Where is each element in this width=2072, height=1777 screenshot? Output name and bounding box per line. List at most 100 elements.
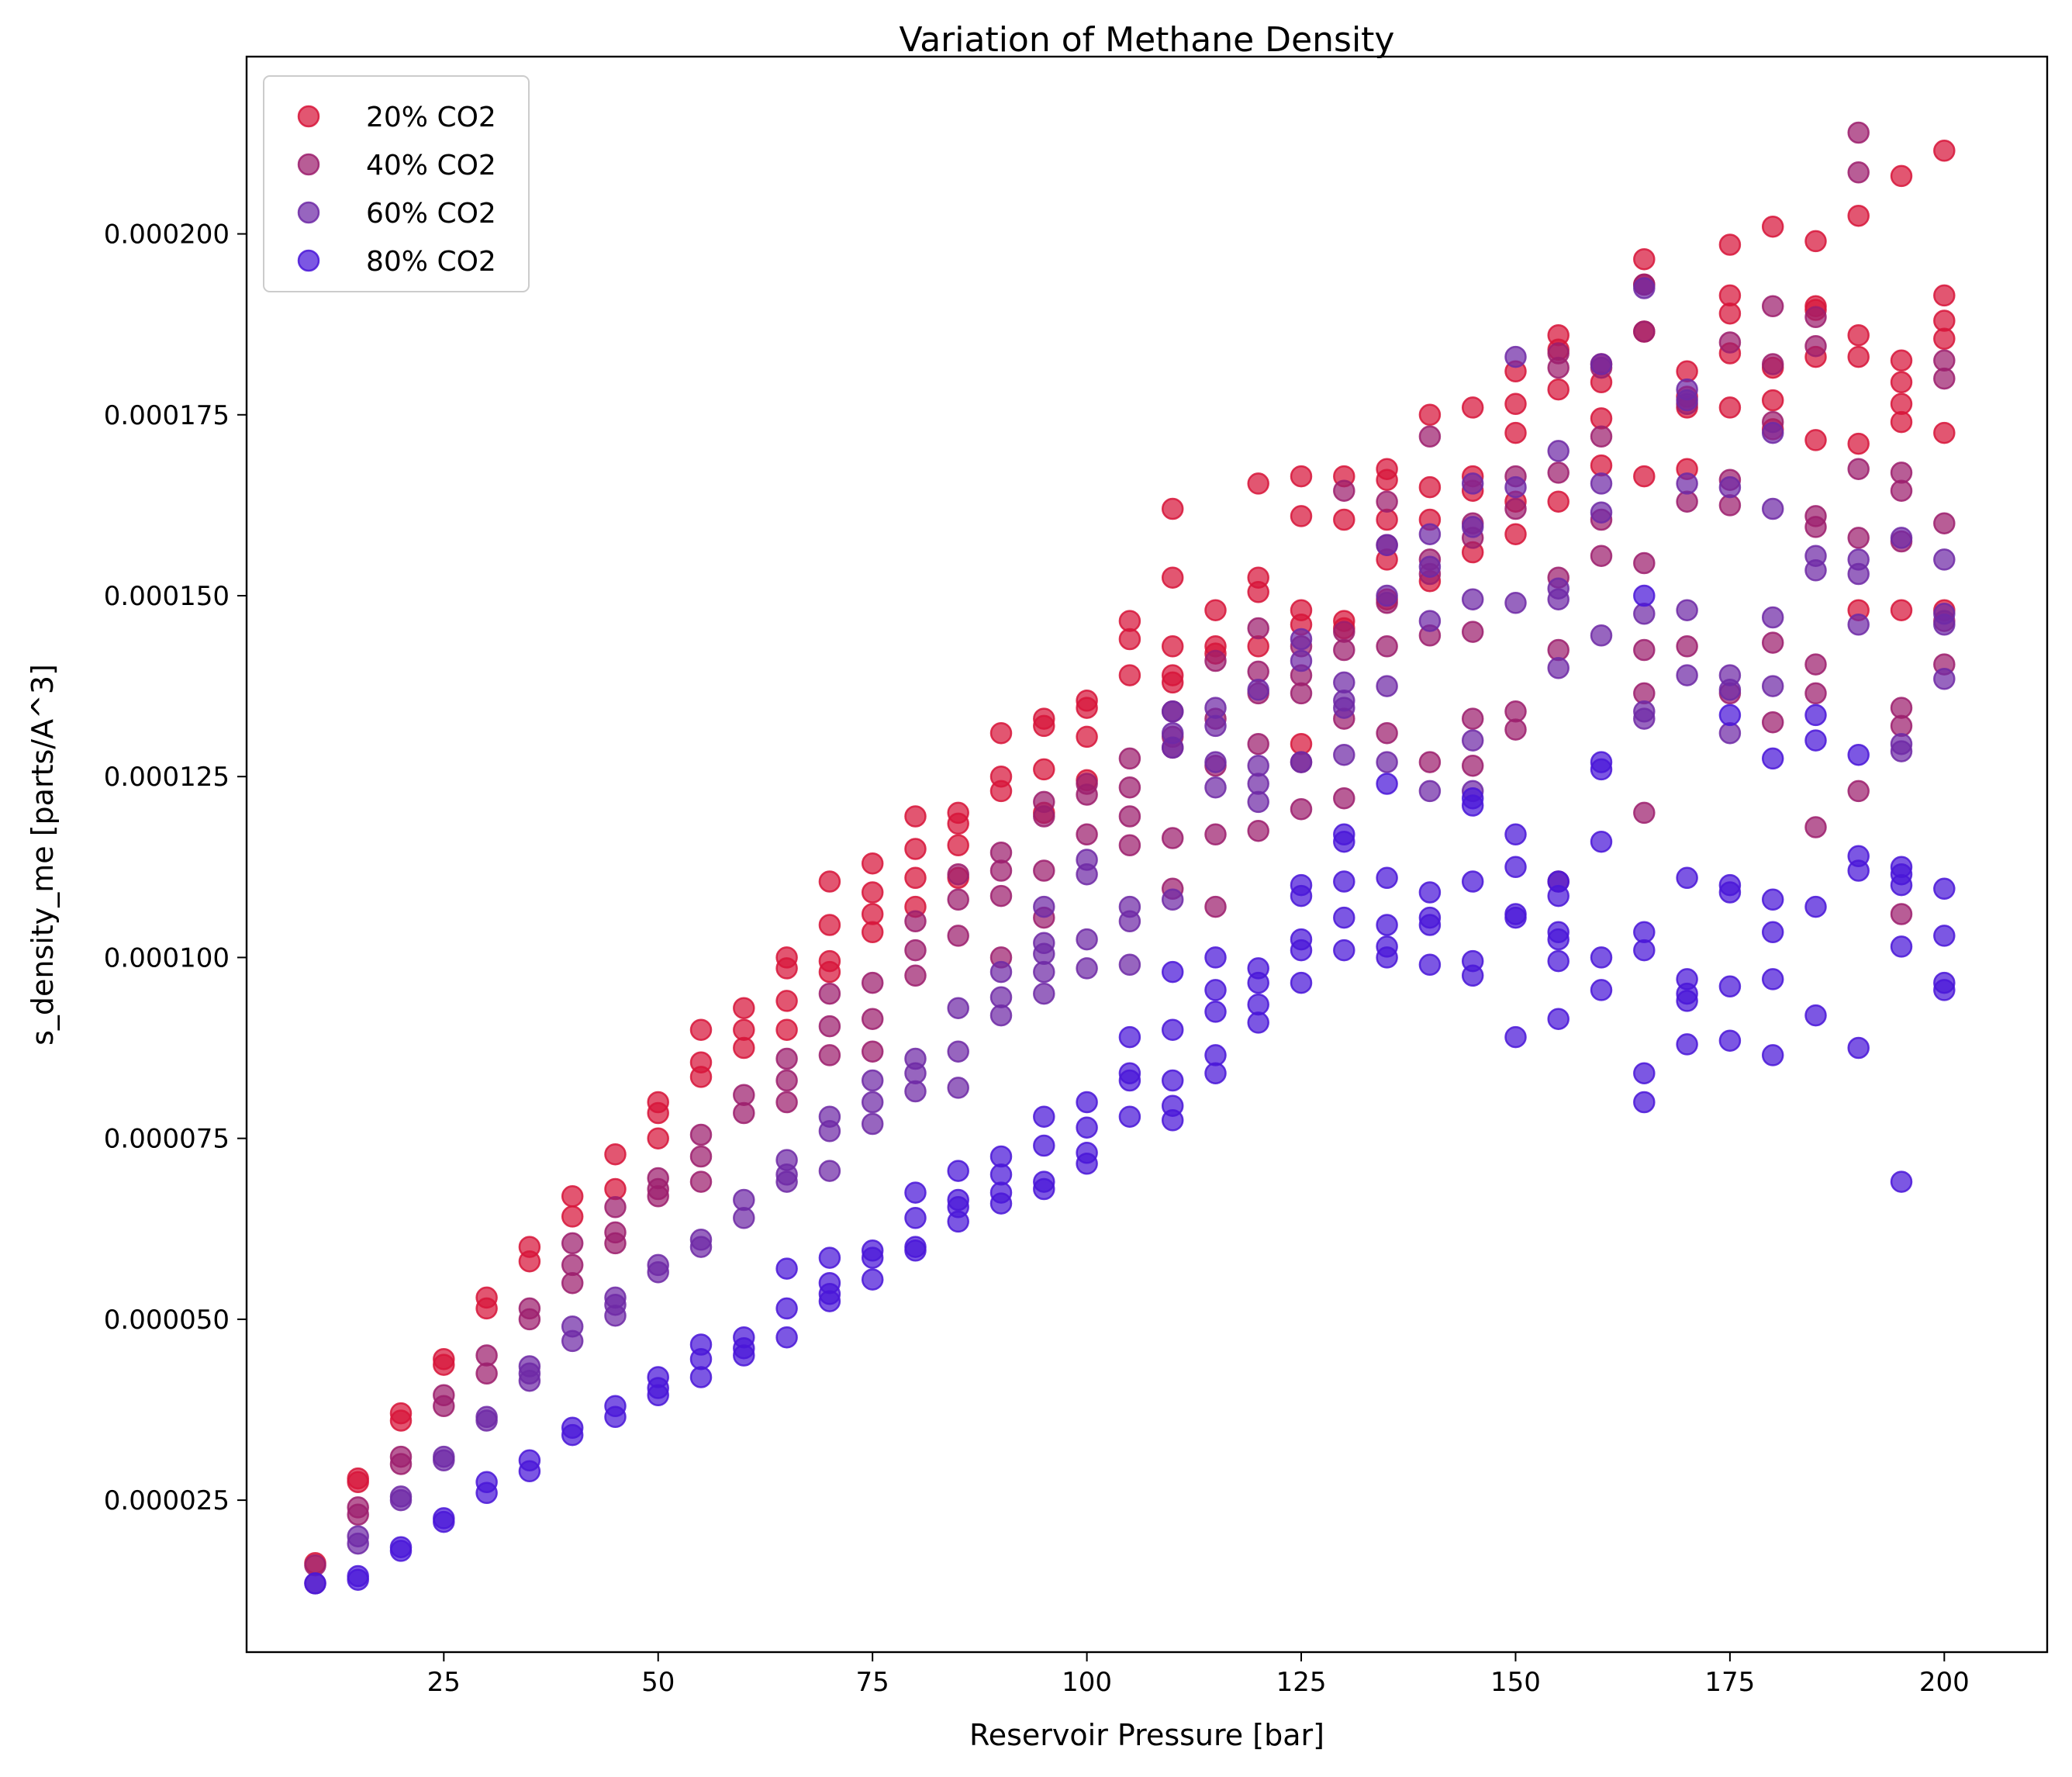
data-point: [861, 1246, 884, 1269]
data-point: [989, 960, 1013, 984]
data-point: [1118, 610, 1141, 632]
data-point: [1676, 599, 1698, 621]
data-point: [1033, 1134, 1055, 1157]
data-point: [989, 859, 1013, 882]
y-tick-label: 0.000200: [104, 220, 230, 251]
data-point: [689, 1123, 713, 1146]
data-point: [1333, 621, 1355, 643]
data-point: [733, 997, 755, 1019]
data-point: [1718, 881, 1742, 904]
data-point: [818, 982, 841, 1005]
data-point: [1761, 353, 1784, 375]
data-point: [947, 834, 969, 857]
data-point: [561, 1329, 584, 1353]
data-point: [1076, 783, 1098, 806]
data-point: [475, 1297, 498, 1320]
data-point: [989, 780, 1013, 803]
data-point: [1204, 895, 1227, 918]
data-point: [1890, 1170, 1913, 1193]
data-point: [1547, 1008, 1570, 1030]
data-point: [1761, 1044, 1784, 1067]
data-point: [1804, 895, 1827, 918]
data-point: [1933, 668, 1956, 690]
data-point: [1676, 866, 1698, 890]
data-point: [1118, 834, 1141, 857]
data-point: [947, 812, 969, 835]
data-point: [1547, 588, 1570, 610]
data-point: [1633, 277, 1656, 299]
data-point: [1204, 776, 1227, 799]
data-point: [1504, 906, 1527, 929]
data-point: [1290, 682, 1313, 705]
data-point: [947, 1160, 969, 1182]
data-point: [1333, 830, 1355, 853]
data-point: [647, 1101, 669, 1125]
data-point: [861, 971, 884, 994]
data-point: [1933, 548, 1956, 571]
data-point: [518, 1250, 541, 1273]
data-point: [604, 1143, 627, 1166]
data-point: [775, 1170, 798, 1193]
data-point: [818, 1015, 841, 1038]
data-point: [1076, 863, 1098, 886]
data-point: [1761, 747, 1784, 770]
data-point: [1761, 421, 1784, 444]
data-point: [1933, 512, 1956, 534]
data-point: [818, 1120, 841, 1143]
data-point: [1118, 1025, 1141, 1049]
data-point: [1890, 371, 1913, 394]
y-tick-label: 0.000075: [104, 1124, 230, 1155]
data-point: [1504, 421, 1527, 444]
data-point: [1590, 545, 1613, 567]
data-point: [1076, 1153, 1098, 1175]
data-point: [1247, 819, 1269, 842]
data-point: [1204, 714, 1227, 738]
data-point: [1761, 888, 1784, 911]
data-point: [947, 888, 969, 911]
data-point: [818, 1246, 841, 1269]
data-point: [433, 1353, 455, 1376]
data-point: [1333, 787, 1355, 810]
data-point: [1633, 465, 1656, 488]
data-point: [904, 838, 927, 860]
data-point: [1847, 743, 1870, 766]
data-point: [1333, 508, 1355, 531]
data-point: [1418, 610, 1442, 632]
data-point: [604, 1196, 627, 1219]
data-point: [1247, 971, 1269, 994]
data-point: [518, 1308, 541, 1331]
legend: 20% CO2 40% CO2 60% CO2 80% CO2: [263, 75, 530, 292]
data-point: [347, 1532, 369, 1555]
data-point: [1718, 1029, 1742, 1052]
data-point: [604, 1304, 627, 1327]
data-point: [1504, 497, 1527, 520]
data-point: [1633, 638, 1656, 662]
data-point: [1933, 979, 1956, 1001]
data-point: [1590, 758, 1613, 781]
data-point: [604, 1405, 627, 1429]
data-point: [1118, 910, 1141, 933]
data-point: [904, 939, 927, 962]
data-point: [1333, 671, 1355, 694]
data-point: [818, 914, 841, 936]
data-point: [818, 1160, 841, 1182]
points-layer: [304, 121, 1956, 1595]
data-point: [1761, 675, 1784, 697]
data-point: [1890, 903, 1913, 925]
data-point: [904, 964, 927, 987]
data-point: [1504, 1025, 1527, 1049]
data-point: [1890, 479, 1913, 502]
y-tick-label: 0.000050: [104, 1305, 230, 1336]
data-point: [947, 1210, 969, 1233]
data-point: [1718, 331, 1742, 354]
legend-marker: [297, 201, 320, 224]
data-point: [1890, 599, 1913, 621]
data-point: [1161, 635, 1184, 658]
x-tick-label: 75: [856, 1667, 889, 1698]
data-point: [1461, 729, 1484, 752]
data-point: [1418, 751, 1442, 773]
data-point: [1804, 653, 1827, 676]
x-tick-label: 150: [1490, 1667, 1541, 1698]
data-point: [1804, 1004, 1827, 1027]
data-point: [989, 884, 1013, 908]
